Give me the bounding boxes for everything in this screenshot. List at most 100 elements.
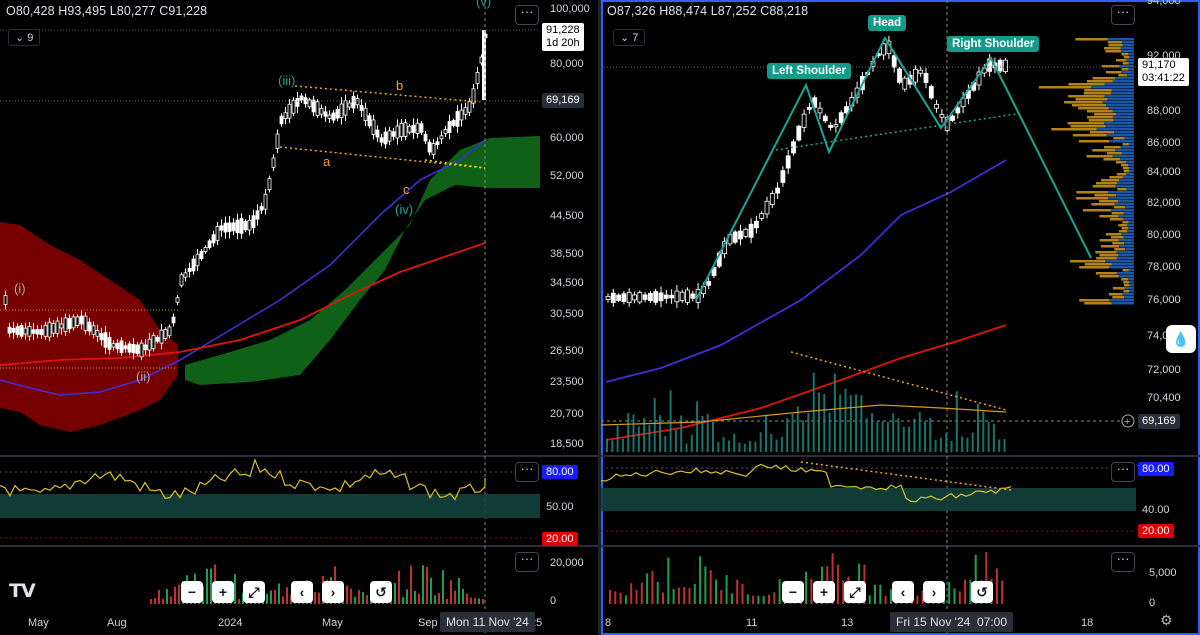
- right-volume-more-button[interactable]: ···: [1111, 552, 1135, 572]
- right-candle-body: [928, 85, 934, 99]
- left-crosshair-date: Mon 11 Nov '24: [440, 612, 535, 632]
- right-volume-profile-bar: [1128, 167, 1134, 170]
- scroll-left-button[interactable]: ‹: [892, 581, 914, 603]
- left-candle-body: [247, 219, 252, 231]
- right-volume-tick: 5,000: [1149, 567, 1177, 579]
- zoom-out-button[interactable]: −: [181, 581, 203, 603]
- right-main-volume-bar: [892, 413, 895, 452]
- left-time-tick: Aug: [107, 617, 127, 629]
- right-last-price-tag: 91,170 03:41:22: [1138, 58, 1189, 86]
- left-candle-body: [295, 97, 300, 107]
- right-candle-body: [648, 293, 653, 302]
- right-chart-pane[interactable]: 94,000 92,000 88,000 86,000 84,000 82,000 80,0…: [601, 0, 1200, 635]
- right-candle-body: [610, 292, 616, 303]
- right-volume-profile-bar: [1120, 47, 1134, 50]
- right-volume-profile-bar: [1101, 65, 1120, 68]
- right-volume-profile-bar: [1114, 248, 1126, 251]
- right-volume-profile-bar: [1104, 95, 1134, 98]
- right-volume-profile-bar: [1125, 248, 1134, 251]
- right-more-button[interactable]: ···: [1111, 5, 1135, 25]
- right-main-volume-bar: [982, 411, 985, 452]
- right-main-volume-bar: [685, 443, 688, 452]
- left-candle-body: [251, 215, 256, 229]
- right-main-volume-bar: [828, 412, 831, 452]
- right-volume-bar: [916, 595, 919, 604]
- left-candle-body: [167, 326, 172, 337]
- left-candle-body: [451, 120, 456, 126]
- right-volume-bar: [836, 564, 839, 604]
- tradingview-logo[interactable]: TV: [9, 580, 36, 602]
- right-volume-bar: [693, 583, 696, 604]
- right-zoom-controls: − + ⤢ ‹ › ↺: [782, 581, 993, 603]
- left-candle-body: [399, 122, 404, 138]
- zoom-in-button[interactable]: +: [212, 581, 234, 603]
- right-volume-profile-bar: [1123, 284, 1130, 287]
- right-main-volume-bar: [886, 422, 889, 452]
- right-volume-bar: [635, 590, 638, 604]
- left-more-button[interactable]: ···: [515, 5, 539, 25]
- right-chart-canvas[interactable]: 94,00092,00088,00086,00084,00082,00080,0…: [601, 0, 1200, 635]
- right-volume-profile-bar: [1082, 209, 1111, 212]
- right-volume-profile-bar: [1111, 92, 1134, 95]
- left-rsi-band: [0, 494, 540, 518]
- right-main-volume-bar: [759, 432, 762, 452]
- fit-screen-button[interactable]: ⤢: [844, 581, 866, 603]
- right-volume-profile-bar: [1122, 176, 1134, 179]
- right-volume-profile-bar: [1123, 218, 1134, 221]
- left-interval-chip[interactable]: ⌄ 9: [8, 29, 41, 46]
- left-volume-more-button[interactable]: ···: [515, 552, 539, 572]
- left-candle-body: [355, 98, 360, 106]
- right-volume-profile-bar: [1091, 86, 1134, 89]
- settings-gear-icon[interactable]: ⚙: [1160, 612, 1173, 628]
- left-candle-body: [455, 111, 460, 127]
- droplet-icon[interactable]: 💧: [1166, 325, 1196, 353]
- scroll-right-button[interactable]: ›: [322, 581, 344, 603]
- left-rsi-more-button[interactable]: ···: [515, 462, 539, 482]
- left-candle-body: [195, 253, 200, 267]
- left-candle-body: [339, 103, 344, 119]
- right-interval-chip[interactable]: ⌄ 7: [613, 29, 646, 46]
- reset-chart-button[interactable]: ↺: [370, 581, 392, 603]
- right-volume-bar: [810, 578, 813, 604]
- right-volume-ma: [601, 404, 1007, 426]
- right-volume-profile-bar: [1099, 239, 1119, 242]
- left-volume-bar: [278, 583, 280, 604]
- right-main-volume-bar: [924, 421, 926, 452]
- right-volume-profile-bar: [1051, 128, 1097, 131]
- scroll-left-button[interactable]: ‹: [291, 581, 313, 603]
- left-wave-label: (v): [476, 0, 491, 9]
- right-volume-profile-bar: [1078, 140, 1110, 143]
- right-volume-bar: [736, 579, 739, 604]
- left-candle-body: [267, 178, 272, 190]
- right-main-volume-bar: [918, 411, 921, 452]
- right-main-volume-bar: [998, 439, 1001, 452]
- scroll-right-button[interactable]: ›: [923, 581, 945, 603]
- right-volume-profile-bar: [1111, 263, 1134, 266]
- right-volume-profile-bar: [1123, 212, 1134, 215]
- right-volume-profile-bar: [1112, 155, 1134, 158]
- left-candle-body: [271, 157, 276, 168]
- zoom-out-button[interactable]: −: [782, 581, 804, 603]
- right-volume-profile-bar: [1111, 89, 1134, 92]
- right-volume-bar: [619, 592, 622, 604]
- pane-divider[interactable]: [598, 0, 601, 635]
- fit-screen-button[interactable]: ⤢: [243, 581, 265, 603]
- right-volume-profile-bar: [1038, 86, 1092, 89]
- left-chart-pane[interactable]: 100,000 80,000 60,000 52,000 44,500 38,500 34,…: [0, 0, 598, 635]
- right-candle-body: [833, 124, 839, 128]
- right-candle-body: [1003, 59, 1008, 72]
- right-main-volume-bar: [754, 441, 757, 452]
- right-rsi-more-button[interactable]: ···: [1111, 462, 1135, 482]
- right-volume-profile-bar: [1070, 125, 1106, 128]
- left-chart-canvas[interactable]: 100,000 80,000 60,000 52,000 44,500 38,500 34,…: [0, 0, 598, 635]
- left-wave-label: c: [403, 182, 410, 197]
- left-volume-bar: [350, 588, 352, 604]
- left-rsi-50-tag: 50.00: [546, 501, 574, 513]
- left-volume-bar: [358, 590, 360, 604]
- left-candle-body: [11, 328, 16, 333]
- right-main-volume-bar: [1003, 438, 1006, 452]
- right-volume-profile-bar: [1099, 215, 1119, 218]
- zoom-in-button[interactable]: +: [813, 581, 835, 603]
- left-candle-body: [19, 325, 24, 337]
- reset-chart-button[interactable]: ↺: [971, 581, 993, 603]
